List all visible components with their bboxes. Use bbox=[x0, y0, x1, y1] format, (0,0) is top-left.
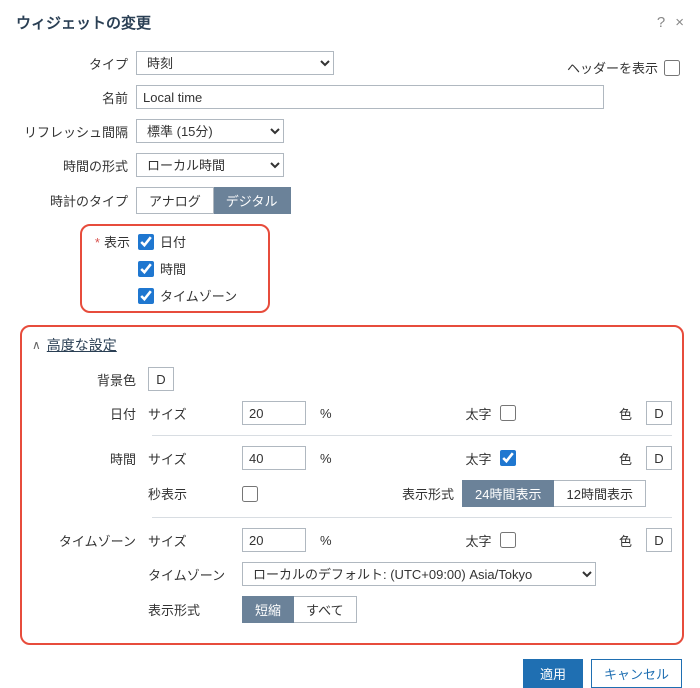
close-icon[interactable]: × bbox=[675, 14, 684, 31]
help-icon[interactable]: ? bbox=[657, 14, 665, 31]
label-type: タイプ bbox=[16, 54, 136, 73]
label-header-show: ヘッダーを表示 bbox=[567, 58, 658, 77]
input-name[interactable] bbox=[136, 85, 604, 109]
label-clock-type: 時計のタイプ bbox=[16, 191, 136, 210]
label-time-color: 色 bbox=[619, 449, 632, 468]
input-time-size[interactable] bbox=[242, 446, 306, 470]
row-bgcolor: 背景色 D bbox=[32, 367, 672, 391]
label-display: 表示 bbox=[82, 232, 138, 251]
label-time-bold: 太字 bbox=[448, 449, 492, 468]
label-refresh: リフレッシュ間隔 bbox=[16, 122, 136, 141]
divider-1 bbox=[152, 435, 672, 436]
pct-tz: % bbox=[320, 533, 332, 548]
row-name: 名前 bbox=[16, 85, 684, 109]
label-tz-bold: 太字 bbox=[448, 531, 492, 550]
row-adv-tz3: 表示形式 短縮 すべて bbox=[32, 596, 672, 623]
label-chk-time: 時間 bbox=[160, 259, 186, 278]
row-time-format: 時間の形式 ローカル時間 bbox=[16, 153, 684, 177]
row-adv-time2: 秒表示 表示形式 24時間表示 12時間表示 bbox=[32, 480, 672, 507]
footer-buttons: 適用 キャンセル bbox=[16, 659, 684, 688]
input-tz-size[interactable] bbox=[242, 528, 306, 552]
checkbox-date-bold[interactable] bbox=[500, 405, 516, 421]
checkbox-time-bold[interactable] bbox=[500, 450, 516, 466]
label-date-color: 色 bbox=[619, 404, 632, 423]
btn-24h[interactable]: 24時間表示 bbox=[462, 480, 554, 507]
swatch-date-color[interactable]: D bbox=[646, 401, 672, 425]
row-adv-time: 時間 サイズ % 太字 色 D bbox=[32, 446, 672, 470]
label-tz-size: サイズ bbox=[148, 531, 234, 550]
input-date-size[interactable] bbox=[242, 401, 306, 425]
select-refresh[interactable]: 標準 (15分) bbox=[136, 119, 284, 143]
label-chk-timezone: タイムゾーン bbox=[160, 286, 237, 305]
divider-2 bbox=[152, 517, 672, 518]
checkbox-date[interactable] bbox=[138, 234, 154, 250]
label-adv-tz: タイムゾーン bbox=[32, 531, 140, 550]
display-options-highlight: 表示 日付 時間 タイムゾーン bbox=[80, 224, 270, 313]
label-adv-time: 時間 bbox=[32, 449, 140, 468]
swatch-bgcolor[interactable]: D bbox=[148, 367, 174, 391]
dialog-top-actions: ? × bbox=[657, 14, 684, 31]
row-clock-type: 時計のタイプ アナログ デジタル bbox=[16, 187, 684, 214]
swatch-tz-color[interactable]: D bbox=[646, 528, 672, 552]
apply-button[interactable]: 適用 bbox=[523, 659, 583, 688]
collapse-icon[interactable]: ∧ bbox=[32, 338, 41, 352]
checkbox-show-sec[interactable] bbox=[242, 486, 258, 502]
label-tz-color: 色 bbox=[619, 531, 632, 550]
pct-date: % bbox=[320, 406, 332, 421]
row-adv-date: 日付 サイズ % 太字 色 D bbox=[32, 401, 672, 425]
pct-time: % bbox=[320, 451, 332, 466]
tz-format-group: 短縮 すべて bbox=[242, 596, 357, 623]
select-time-format[interactable]: ローカル時間 bbox=[136, 153, 284, 177]
btn-12h[interactable]: 12時間表示 bbox=[554, 480, 645, 507]
label-bgcolor: 背景色 bbox=[32, 370, 140, 389]
select-timezone[interactable]: ローカルのデフォルト: (UTC+09:00) Asia/Tokyo bbox=[242, 562, 596, 586]
btn-tz-all[interactable]: すべて bbox=[294, 596, 357, 623]
clock-type-group: アナログ デジタル bbox=[136, 187, 291, 214]
swatch-time-color[interactable]: D bbox=[646, 446, 672, 470]
label-name: 名前 bbox=[16, 88, 136, 107]
btn-tz-short[interactable]: 短縮 bbox=[242, 596, 294, 623]
label-tz-dispfmt: 表示形式 bbox=[148, 600, 234, 619]
label-time-size: サイズ bbox=[148, 449, 234, 468]
row-adv-tz2: タイムゾーン ローカルのデフォルト: (UTC+09:00) Asia/Toky… bbox=[32, 562, 672, 586]
advanced-settings-highlight: ∧ 高度な設定 背景色 D 日付 サイズ % 太字 色 D 時間 サイズ % 太… bbox=[20, 325, 684, 645]
advanced-title: 高度な設定 bbox=[47, 335, 117, 355]
dialog-header: ウィジェットの変更 ? × bbox=[16, 12, 684, 33]
label-chk-date: 日付 bbox=[160, 232, 186, 251]
label-show-sec: 秒表示 bbox=[148, 484, 234, 503]
label-date-size: サイズ bbox=[148, 404, 234, 423]
time-format-group: 24時間表示 12時間表示 bbox=[462, 480, 646, 507]
label-date-bold: 太字 bbox=[448, 404, 492, 423]
dialog-title: ウィジェットの変更 bbox=[16, 12, 151, 33]
checkbox-header-show[interactable] bbox=[664, 60, 680, 76]
cancel-button[interactable]: キャンセル bbox=[591, 659, 682, 688]
row-header-show: ヘッダーを表示 bbox=[567, 58, 680, 77]
label-time-dispfmt: 表示形式 bbox=[402, 484, 454, 503]
label-tz-select: タイムゾーン bbox=[148, 565, 234, 584]
btn-analog[interactable]: アナログ bbox=[136, 187, 214, 214]
btn-digital[interactable]: デジタル bbox=[214, 187, 291, 214]
row-adv-tz: タイムゾーン サイズ % 太字 色 D bbox=[32, 528, 672, 552]
select-type[interactable]: 時刻 bbox=[136, 51, 334, 75]
checkbox-timezone[interactable] bbox=[138, 288, 154, 304]
checkbox-tz-bold[interactable] bbox=[500, 532, 516, 548]
label-time-format: 時間の形式 bbox=[16, 156, 136, 175]
advanced-header: ∧ 高度な設定 bbox=[32, 335, 672, 355]
row-refresh: リフレッシュ間隔 標準 (15分) bbox=[16, 119, 684, 143]
label-adv-date: 日付 bbox=[32, 404, 140, 423]
checkbox-time[interactable] bbox=[138, 261, 154, 277]
